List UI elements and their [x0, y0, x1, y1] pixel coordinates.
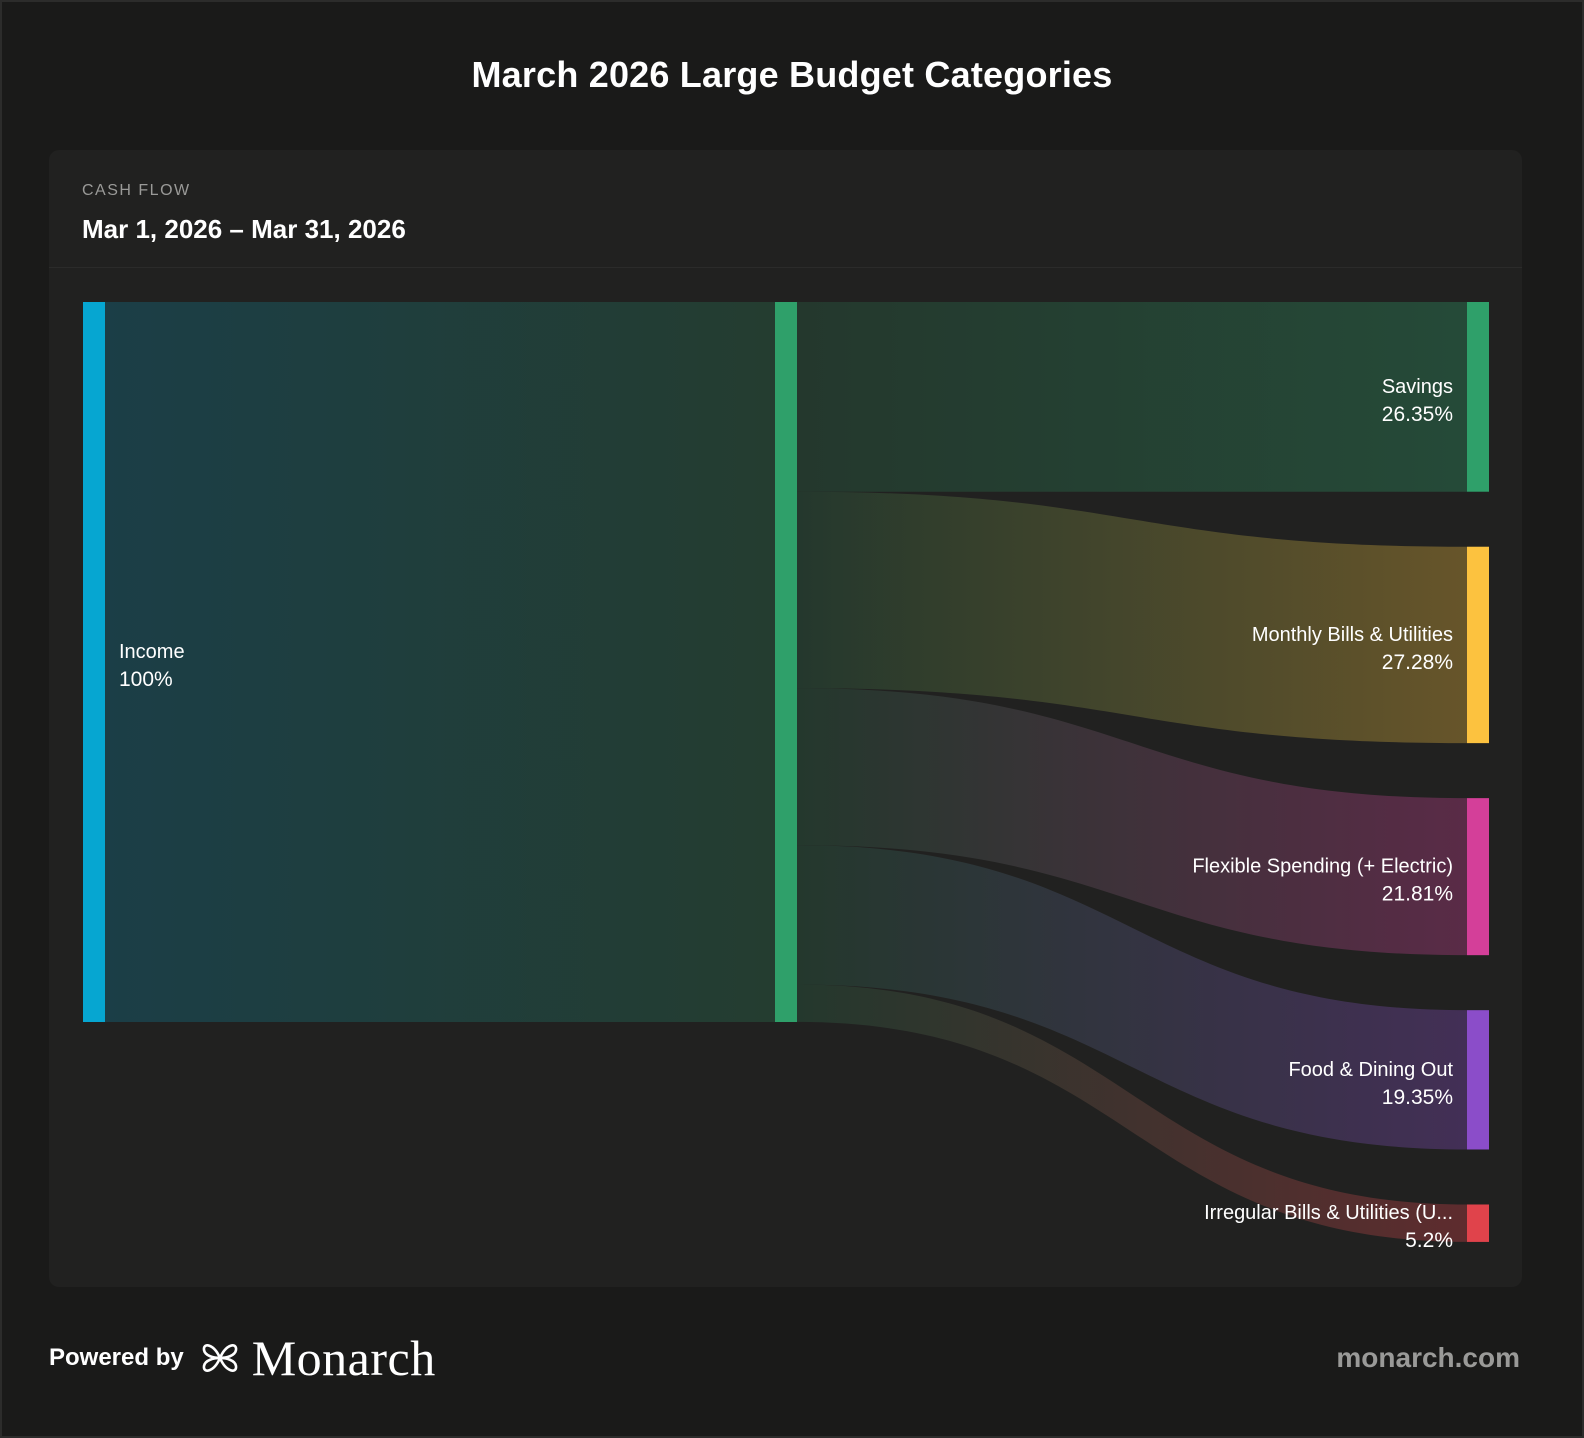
- label-income: Income: [119, 641, 185, 663]
- percent-savings: 26.35%: [1382, 403, 1453, 426]
- percent-irregular-bills-utilities-u: 5.2%: [1405, 1229, 1453, 1252]
- node-savings[interactable]: [1467, 302, 1489, 492]
- card-header: CASH FLOW Mar 1, 2026 – Mar 31, 2026: [49, 150, 1522, 268]
- percent-monthly-bills-utilities: 27.28%: [1382, 651, 1453, 674]
- label-irregular-bills-utilities-u: Irregular Bills & Utilities (U...: [1204, 1202, 1453, 1224]
- sankey-chart: Savings 26.35% Monthly Bills & Utilities 27…: [83, 302, 1489, 1252]
- powered-by: Powered by Monarch: [49, 1330, 436, 1386]
- link-irregular-bills-utilities-u[interactable]: [797, 984, 1467, 1242]
- link-food-dining-out[interactable]: [797, 845, 1467, 1150]
- link-income-to-budget[interactable]: [105, 302, 775, 1022]
- node-monthly-bills-utilities[interactable]: [1467, 546, 1489, 744]
- link-flexible-spending-electric[interactable]: [797, 688, 1467, 956]
- monarch-logo-icon: [202, 1344, 238, 1372]
- link-monthly-bills-utilities[interactable]: [797, 491, 1467, 744]
- link-savings[interactable]: [797, 302, 1467, 492]
- powered-by-label: Powered by: [49, 1344, 184, 1371]
- node-budget[interactable]: [775, 302, 797, 1022]
- card-kicker: CASH FLOW: [82, 182, 191, 199]
- node-income[interactable]: [83, 302, 105, 1022]
- monarch-wordmark: Monarch: [251, 1330, 436, 1386]
- site-link[interactable]: monarch.com: [1336, 1342, 1520, 1373]
- label-monthly-bills-utilities: Monthly Bills & Utilities: [1252, 624, 1453, 646]
- cash-flow-card: CASH FLOW Mar 1, 2026 – Mar 31, 2026 Sav…: [49, 150, 1522, 1287]
- label-flexible-spending-electric: Flexible Spending (+ Electric): [1192, 856, 1453, 878]
- label-food-dining-out: Food & Dining Out: [1288, 1059, 1453, 1081]
- page-title: March 2026 Large Budget Categories: [471, 54, 1113, 95]
- label-savings: Savings: [1382, 376, 1453, 398]
- percent-food-dining-out: 19.35%: [1382, 1086, 1453, 1109]
- percent-flexible-spending-electric: 21.81%: [1382, 883, 1453, 906]
- node-food-dining-out[interactable]: [1467, 1010, 1489, 1150]
- percent-income: 100%: [119, 668, 173, 691]
- date-range: Mar 1, 2026 – Mar 31, 2026: [82, 214, 406, 244]
- node-irregular-bills-utilities-u[interactable]: [1467, 1204, 1489, 1242]
- node-flexible-spending-electric[interactable]: [1467, 798, 1489, 956]
